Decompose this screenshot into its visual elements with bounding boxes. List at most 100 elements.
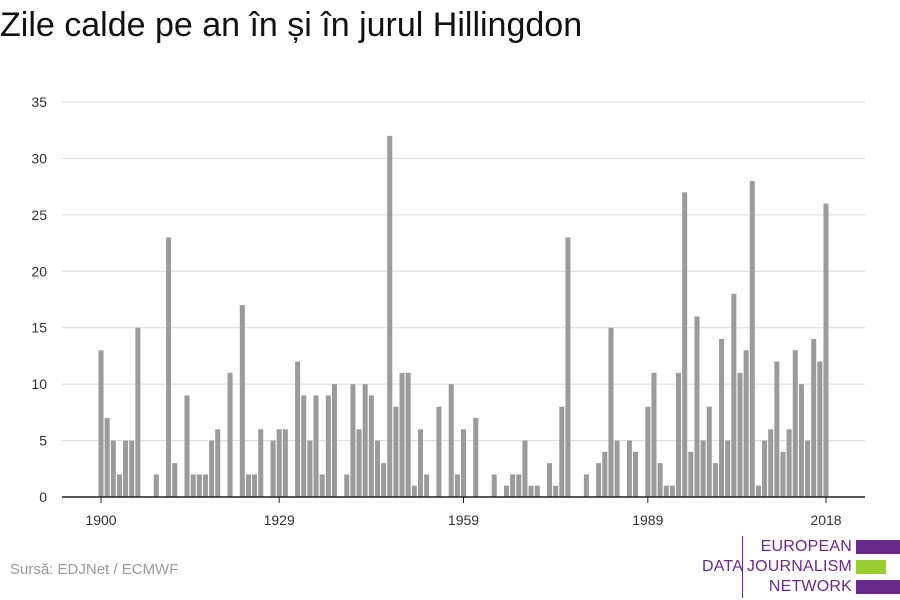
bar (676, 372, 682, 497)
bar (553, 485, 559, 497)
bar (270, 440, 276, 497)
bar (239, 305, 245, 497)
x-tick-label: 1900 (85, 512, 116, 528)
bar (319, 474, 325, 497)
bar (374, 440, 380, 497)
bar (657, 463, 663, 497)
bar (602, 451, 608, 497)
bar (381, 463, 387, 497)
bar (313, 395, 319, 497)
bar (712, 463, 718, 497)
bar (534, 485, 540, 497)
bar (743, 350, 749, 497)
bar (98, 350, 104, 497)
chart-title: Zile calde pe an în și în jurul Hillingd… (0, 6, 583, 44)
bar (522, 440, 528, 497)
logo-line-2: DATA JOURNALISM (702, 558, 852, 575)
bar (565, 237, 571, 497)
bar (454, 474, 460, 497)
bar (583, 474, 589, 497)
bar (528, 485, 534, 497)
bar (123, 440, 129, 497)
y-tick-label: 15 (31, 320, 47, 336)
bar (663, 485, 669, 497)
bar (737, 372, 743, 497)
bar (503, 485, 510, 497)
bar (356, 429, 362, 497)
bar (166, 237, 172, 497)
y-tick-label: 0 (39, 489, 47, 505)
bar (184, 395, 190, 497)
bar (215, 429, 221, 497)
bar (202, 474, 208, 497)
bar (786, 429, 792, 497)
bar (172, 463, 178, 497)
logo-bar-purple-bottom (856, 580, 900, 594)
x-tick-label: 1989 (632, 512, 663, 528)
bar (706, 406, 712, 497)
bar (694, 316, 700, 497)
bar (362, 384, 368, 497)
bar (129, 440, 135, 497)
bar (331, 384, 337, 497)
bar (645, 406, 651, 497)
bar (209, 440, 215, 497)
bar (688, 451, 694, 497)
bar (823, 203, 829, 497)
bar (227, 372, 233, 497)
logo-line-1: EUROPEAN (760, 538, 852, 555)
source-note: Sursă: EDJNet / ECMWF (10, 561, 179, 578)
logo-bar-green (856, 560, 886, 574)
bar (368, 395, 374, 497)
bar (798, 384, 804, 497)
logo-line-3: NETWORK (768, 578, 852, 595)
edjnet-logo: EUROPEAN DATA JOURNALISM NETWORK (670, 536, 900, 598)
bar (755, 485, 761, 497)
bar (614, 440, 620, 497)
bar (110, 440, 116, 497)
bar (811, 339, 817, 497)
bar (700, 440, 706, 497)
bar (301, 395, 307, 497)
x-tick-label: 1959 (448, 512, 479, 528)
bar (491, 474, 497, 497)
bar (460, 429, 467, 497)
bar (780, 451, 786, 497)
bar (762, 440, 768, 497)
bar (399, 372, 405, 497)
bar (196, 474, 202, 497)
bar (282, 429, 288, 497)
logo-divider (742, 536, 743, 598)
bar (774, 361, 780, 497)
bar (393, 406, 399, 497)
bar (417, 429, 424, 497)
bar (749, 181, 755, 497)
bar (768, 429, 774, 497)
y-tick-label: 5 (39, 433, 47, 449)
bar (190, 474, 196, 497)
bar (245, 474, 251, 497)
bar (411, 485, 417, 497)
bar (792, 350, 798, 497)
x-tick-label: 2018 (810, 512, 841, 528)
bar (719, 339, 725, 497)
logo-bar-purple-top (856, 540, 900, 554)
bar (307, 440, 313, 497)
bar (510, 474, 516, 497)
bar (405, 372, 411, 497)
bar (626, 440, 632, 497)
bar (559, 406, 565, 497)
bar (350, 384, 356, 497)
bar (387, 135, 393, 498)
bar (725, 440, 731, 497)
bar (424, 474, 430, 497)
bar (731, 293, 737, 497)
x-tick-label: 1929 (264, 512, 295, 528)
bar (153, 474, 159, 497)
y-tick-label: 20 (31, 263, 47, 279)
bar (633, 451, 639, 497)
bar (258, 429, 264, 497)
bar (436, 406, 442, 497)
y-tick-label: 25 (31, 207, 47, 223)
